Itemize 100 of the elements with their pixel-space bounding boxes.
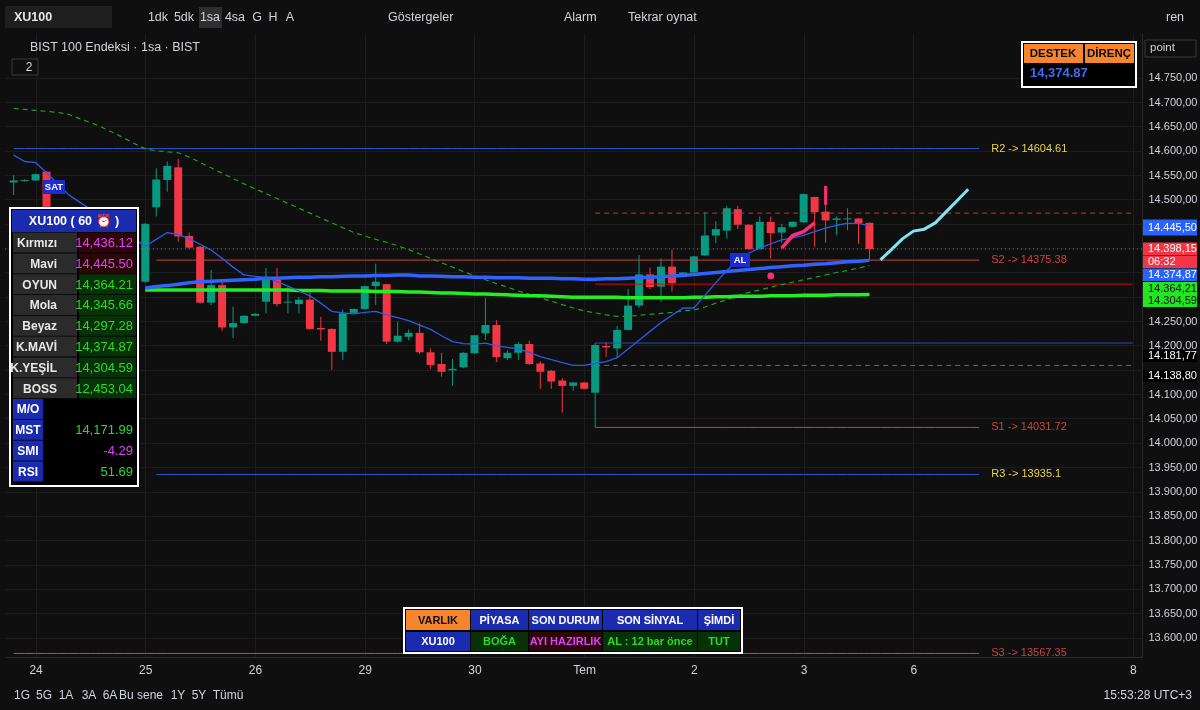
candlestick: [327, 327, 336, 371]
candlestick: [700, 211, 709, 257]
annotation: XU100 ( 60 ⏰ ): [28, 213, 120, 228]
annotation: 14,304.59: [75, 359, 133, 375]
candlestick: [283, 286, 292, 314]
x-tick-label: 6: [910, 662, 918, 677]
candlestick: [536, 361, 545, 390]
candlestick: [722, 205, 731, 239]
y-tick-label: 14.650,00: [1148, 119, 1198, 132]
y-tick-label: 13.600,00: [1148, 631, 1198, 644]
text: XU100: [14, 10, 53, 24]
y-tick-label: 13.950,00: [1148, 460, 1198, 473]
candlestick: [163, 161, 172, 193]
text: 14.445,50: [1148, 220, 1197, 233]
annotation: 14,436.12: [75, 235, 133, 250]
text: Göstergeler: [388, 10, 454, 24]
candlestick: [843, 207, 852, 231]
line-series: [13, 107, 871, 317]
annotation: BOĞA: [483, 634, 517, 647]
text: 3A: [81, 688, 97, 702]
annotation: 14,297.28: [75, 318, 133, 334]
line-series: [878, 187, 970, 262]
text: 1A: [58, 688, 74, 702]
annotation: Mola: [29, 298, 58, 313]
candlestick: [426, 347, 435, 370]
y-tick-label: 14.550,00: [1148, 168, 1198, 181]
annotation: TUT: [708, 634, 730, 647]
candlestick: [733, 205, 742, 230]
annotation: 14,171.99: [75, 422, 133, 438]
candlestick: [437, 352, 446, 378]
annotation: 14,445.50: [75, 255, 133, 271]
series-label: R2 -> 14604.61: [991, 141, 1068, 154]
text: ren: [1165, 10, 1185, 24]
annotation: VARLIK: [417, 613, 459, 626]
candlestick: [777, 223, 786, 244]
y-tick-label: 13.900,00: [1148, 485, 1198, 498]
annotation: XU100: [421, 634, 455, 647]
ref-line-label: 14.398,15: [1148, 242, 1197, 255]
candlestick: [393, 321, 402, 344]
candlestick: [371, 263, 380, 306]
annotation: 14,345.66: [75, 297, 133, 313]
series-label: S3 -> 13567.35: [991, 646, 1067, 659]
annotation: PİYASA: [479, 613, 520, 626]
annotation: Kırmızı: [16, 236, 57, 250]
x-tick-label: 29: [358, 662, 373, 677]
x-tick-label: 8: [1129, 662, 1137, 677]
text: 1dk: [147, 10, 169, 24]
series-label: S2 -> 14375.38: [991, 253, 1067, 266]
y-tick-label: 13.750,00: [1148, 558, 1198, 571]
annotation: SMI: [17, 444, 39, 458]
candlestick: [810, 196, 819, 248]
y-tick-label: 14.100,00: [1148, 387, 1198, 400]
candlestick: [547, 369, 556, 390]
text: 1Y: [170, 688, 186, 702]
text: 4sa: [224, 10, 246, 24]
annotation: 14,364.21: [75, 276, 133, 292]
candlestick: [832, 216, 841, 236]
text: 14.364,21: [1148, 281, 1197, 294]
y-tick-label: 14.600,00: [1148, 144, 1198, 157]
annotation: Beyaz: [22, 319, 57, 334]
annotation: BOSS: [22, 381, 57, 396]
text: G: [252, 10, 262, 24]
text: point: [1150, 41, 1176, 53]
text: 1sa: [199, 10, 221, 24]
y-tick-label: 14.750,00: [1148, 71, 1198, 84]
text: Alarm: [564, 10, 597, 24]
text: 5G: [35, 688, 53, 702]
y-tick-label: 13.850,00: [1148, 509, 1198, 522]
annotation: K.MAVİ: [15, 339, 57, 354]
line-series: [779, 221, 817, 250]
annotation: K.YEŞİL: [10, 359, 57, 375]
y-tick-label: 14.200,00: [1148, 338, 1198, 351]
candlestick: [854, 217, 863, 245]
text: 1G: [13, 688, 31, 702]
annotation: 51.69: [100, 463, 133, 479]
candlestick: [415, 322, 424, 355]
annotation: SAT: [44, 181, 64, 192]
annotation: SON DURUM: [531, 613, 600, 626]
annotation: MST: [15, 423, 42, 438]
text: Tekrar oynat: [628, 10, 698, 24]
text: A: [285, 10, 295, 24]
annotation: 2: [25, 60, 33, 74]
annotation: ŞİMDİ: [703, 613, 735, 626]
candlestick: [229, 306, 238, 339]
text: 5Y: [191, 688, 207, 702]
candlestick: [558, 377, 567, 414]
annotation: -4.29: [103, 443, 133, 458]
annotation: DESTEK: [1029, 47, 1078, 59]
text: 5dk: [173, 10, 195, 24]
candlestick: [481, 297, 490, 341]
text: 14.138,80: [1148, 369, 1197, 381]
annotation: AL : 12 bar önce: [607, 634, 693, 647]
x-tick-label: Tem: [573, 662, 597, 677]
x-tick-label: 2: [691, 662, 699, 677]
y-tick-label: 13.700,00: [1148, 582, 1198, 595]
x-tick-label: 26: [248, 662, 263, 677]
text: Bu sene: [118, 688, 164, 702]
y-tick-label: 14.250,00: [1148, 314, 1198, 327]
x-tick-label: 30: [468, 662, 482, 677]
annotation: Mavi: [30, 256, 57, 271]
